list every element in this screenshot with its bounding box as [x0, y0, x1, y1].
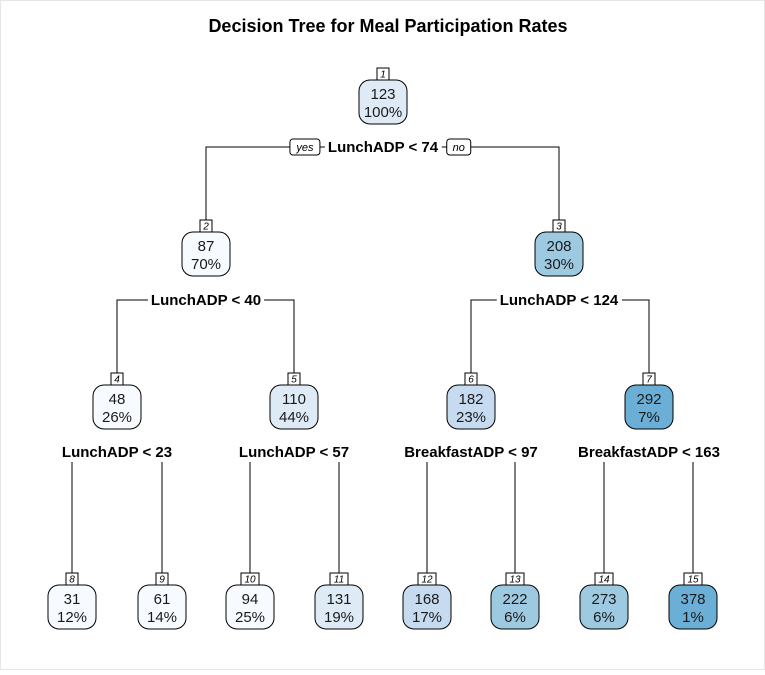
no-tag-label: no — [453, 142, 465, 154]
node-value: 273 — [591, 591, 616, 608]
node-id-label: 5 — [291, 375, 297, 386]
node-value: 378 — [680, 591, 705, 608]
node-box — [402, 584, 452, 630]
node-percent: 7% — [638, 409, 660, 426]
node-percent: 44% — [279, 409, 309, 426]
node-value: 110 — [282, 391, 306, 408]
split-label-bg — [496, 291, 622, 310]
node-box — [358, 79, 408, 125]
edge-group-7 — [603, 462, 694, 573]
diagram-title: Decision Tree for Meal Participation Rat… — [208, 16, 567, 36]
node-id-label: 6 — [468, 375, 474, 386]
node-box — [314, 584, 364, 630]
node-id-label: 13 — [509, 575, 521, 586]
node-box — [446, 384, 496, 430]
node-percent: 26% — [102, 409, 132, 426]
node-box — [579, 584, 629, 630]
nodes-layer: 1123100%28770%320830%44826%511044%618223… — [47, 67, 718, 630]
node-value: 168 — [414, 591, 439, 608]
edge-group-6 — [426, 462, 516, 573]
node-id-label: 11 — [334, 575, 344, 586]
node-box — [624, 384, 674, 430]
split-label-4: LunchADP < 23 — [62, 444, 172, 461]
split-label-1: LunchADP < 74 — [328, 139, 439, 156]
node-box — [534, 231, 584, 277]
node-value: 222 — [502, 591, 527, 608]
node-id-label: 9 — [159, 575, 165, 586]
node-id-label: 10 — [244, 575, 256, 586]
node-id-label: 12 — [421, 575, 433, 586]
node-id-label: 1 — [380, 70, 386, 81]
node-box — [137, 584, 187, 630]
node-box — [47, 584, 97, 630]
node-id-label: 14 — [598, 575, 610, 586]
node-value: 48 — [109, 391, 126, 408]
node-box — [181, 231, 231, 277]
node-id-label: 15 — [687, 575, 699, 586]
node-value: 61 — [154, 591, 171, 608]
node-id-label: 8 — [69, 575, 75, 586]
edge-group-5 — [249, 462, 340, 573]
node-value: 182 — [458, 391, 483, 408]
node-value: 31 — [64, 591, 81, 608]
edges-layer — [71, 146, 694, 573]
node-percent: 19% — [324, 609, 354, 626]
edge-group-4 — [71, 462, 163, 573]
node-percent: 6% — [504, 609, 526, 626]
node-percent: 100% — [364, 104, 402, 121]
yes-tag-label: yes — [295, 142, 314, 154]
split-label-3: LunchADP < 124 — [500, 292, 619, 309]
node-value: 123 — [370, 86, 395, 103]
split-label-5: LunchADP < 57 — [239, 444, 349, 461]
node-box — [490, 584, 540, 630]
node-box — [668, 584, 718, 630]
split-labels-layer: LunchADP < 74 LunchADP < 40 LunchADP < 124… — [62, 138, 720, 461]
node-id-label: 4 — [114, 375, 120, 386]
no-tag-box — [446, 138, 472, 156]
node-id-label: 7 — [646, 375, 652, 386]
split-label-bg — [324, 138, 442, 157]
node-percent: 6% — [593, 609, 615, 626]
node-value: 131 — [326, 591, 351, 608]
split-label-2: LunchADP < 40 — [151, 292, 261, 309]
node-id-label: 3 — [556, 222, 562, 233]
node-value: 292 — [636, 391, 661, 408]
split-label-6: BreakfastADP < 97 — [404, 444, 538, 461]
node-box — [225, 584, 275, 630]
node-percent: 30% — [544, 256, 574, 273]
node-box — [269, 384, 319, 430]
yes-tag-box — [289, 138, 321, 156]
split-label-bg — [147, 291, 265, 310]
node-percent: 25% — [235, 609, 265, 626]
node-value: 94 — [242, 591, 259, 608]
split-label-7: BreakfastADP < 163 — [578, 444, 720, 461]
node-value: 208 — [546, 238, 571, 255]
node-percent: 1% — [682, 609, 704, 626]
node-percent: 23% — [456, 409, 486, 426]
node-box — [92, 384, 142, 430]
node-percent: 17% — [412, 609, 442, 626]
node-id-label: 2 — [202, 222, 209, 233]
node-percent: 14% — [147, 609, 177, 626]
node-percent: 70% — [191, 256, 221, 273]
node-percent: 12% — [57, 609, 87, 626]
node-value: 87 — [198, 238, 215, 255]
